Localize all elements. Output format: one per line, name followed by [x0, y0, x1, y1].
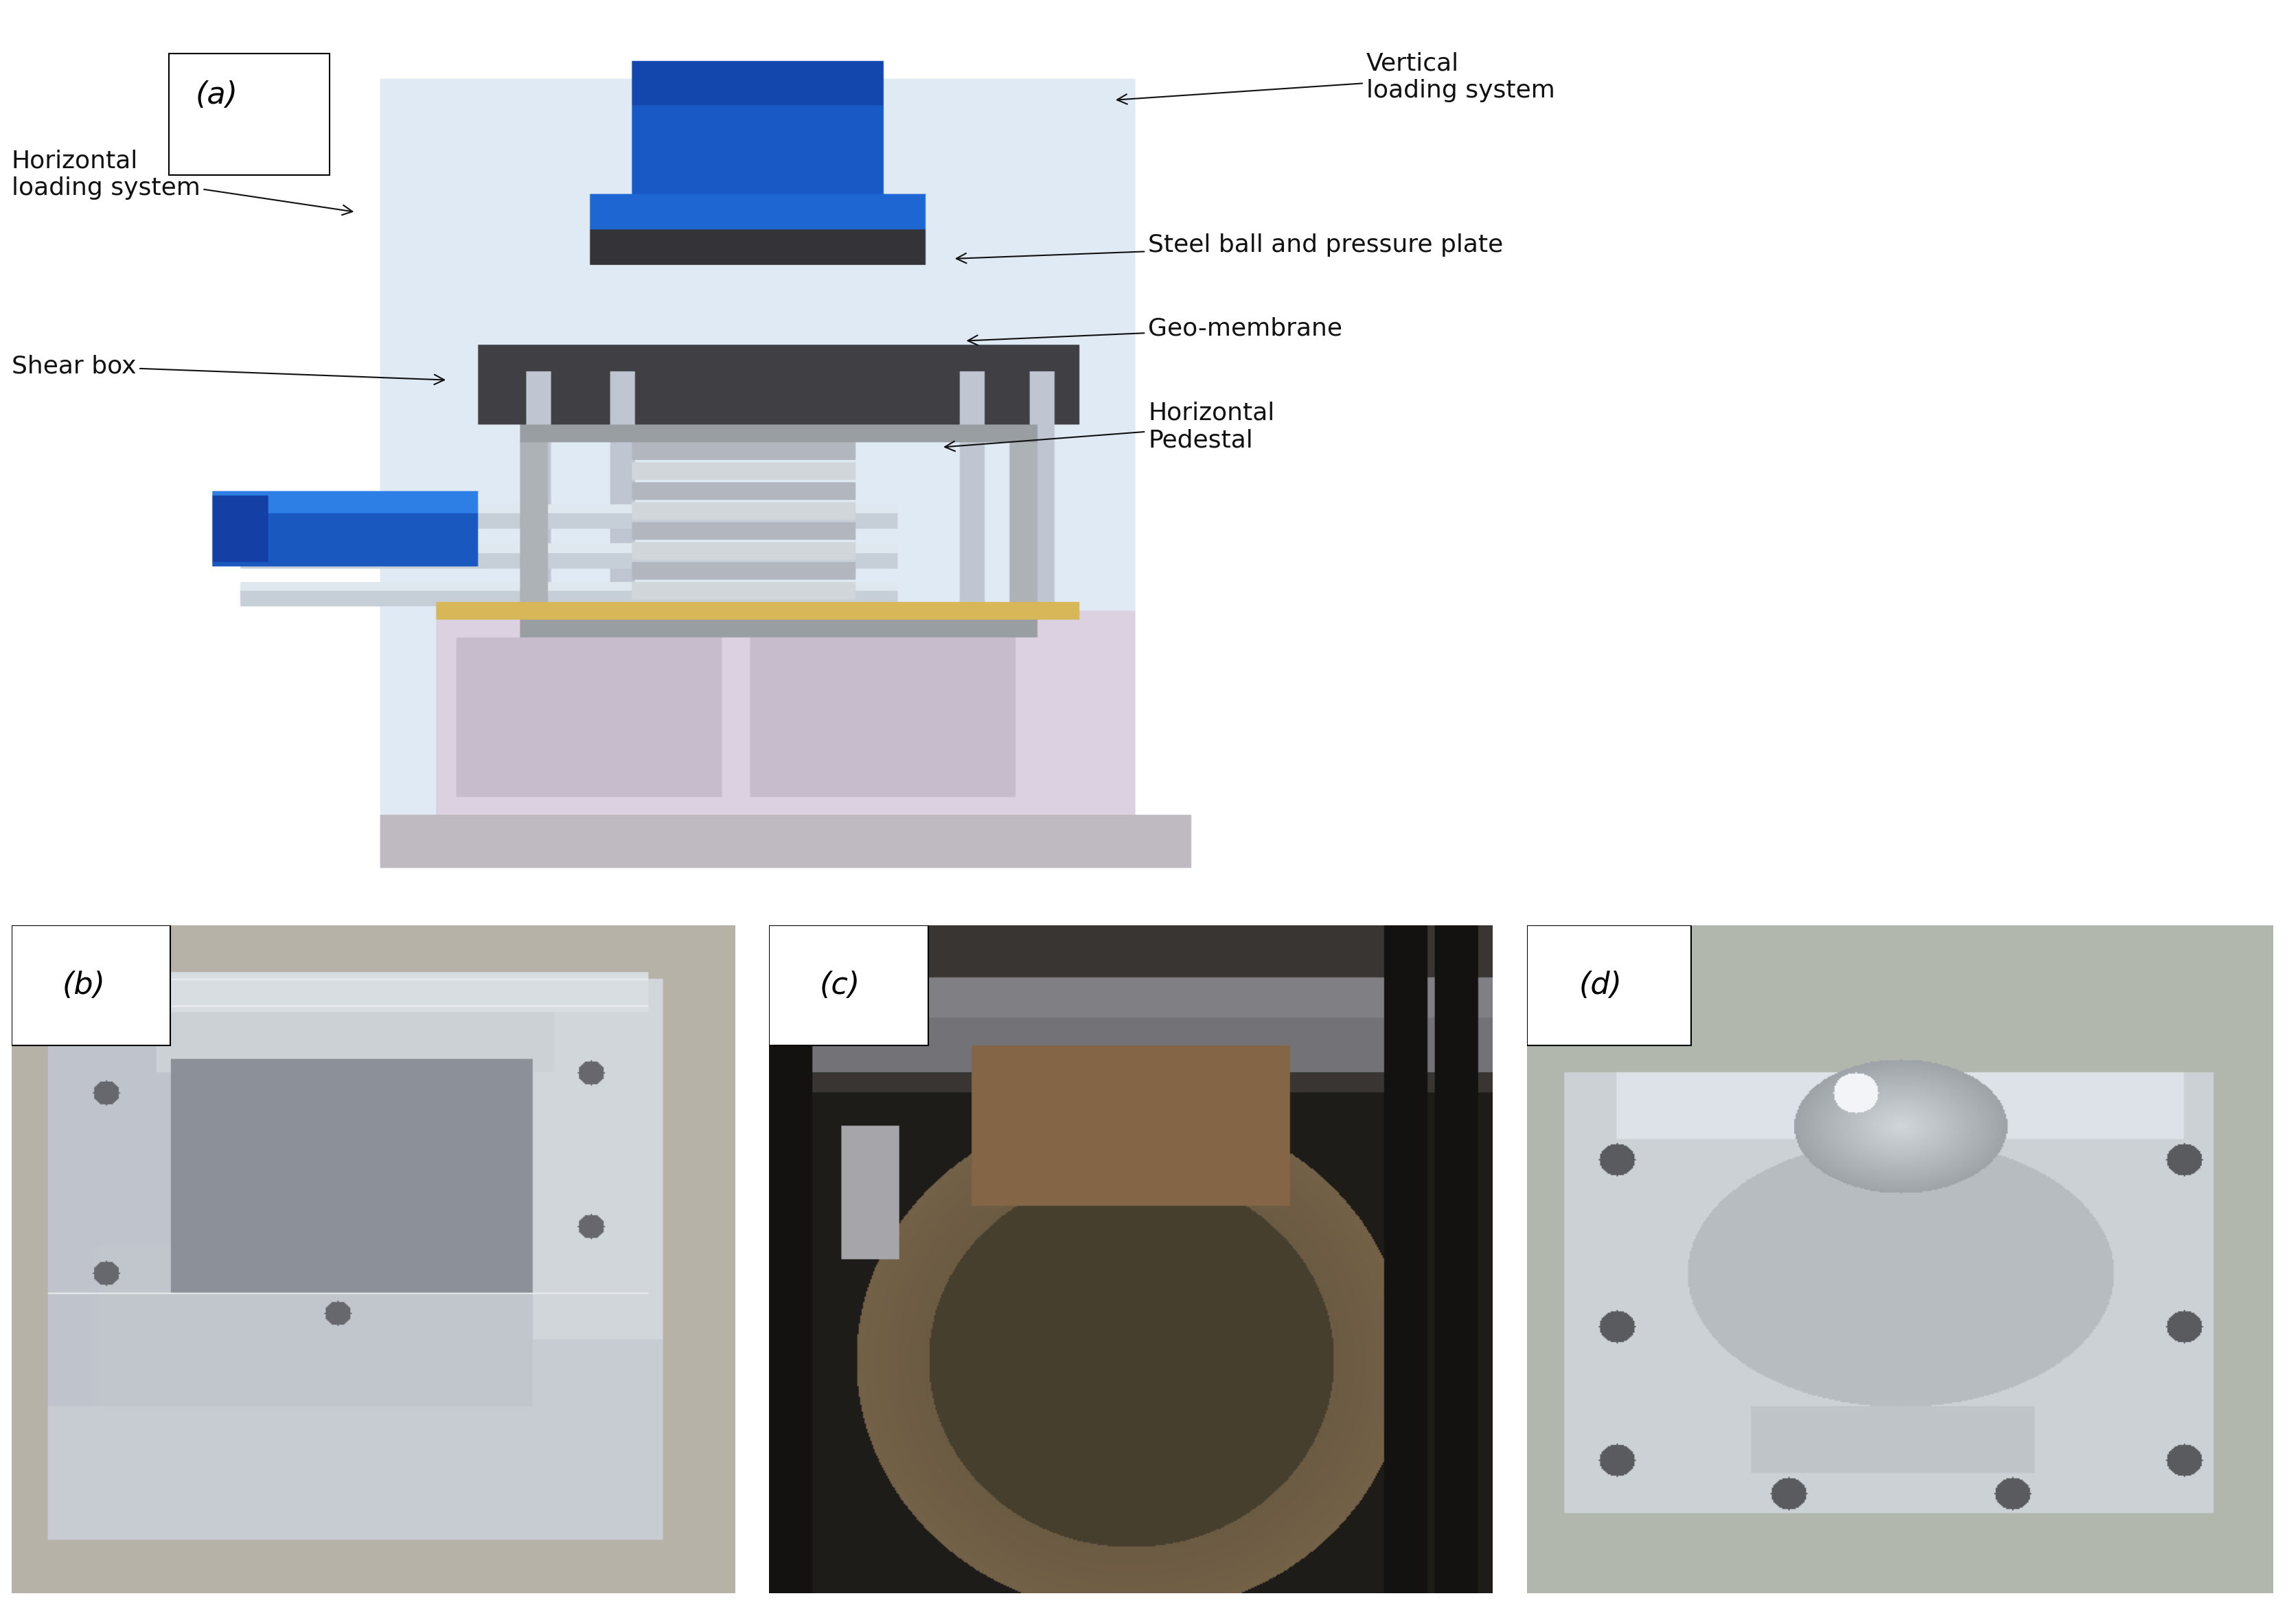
Bar: [11, 925, 170, 1046]
Text: (b): (b): [62, 970, 106, 1001]
Bar: [769, 925, 928, 1046]
Text: Shear box: Shear box: [11, 354, 443, 385]
Text: Horizontal
loading system: Horizontal loading system: [11, 150, 351, 216]
Text: (a): (a): [195, 80, 239, 109]
Text: Vertical
loading system: Vertical loading system: [1118, 51, 1554, 105]
Text: (c): (c): [820, 970, 861, 1001]
Text: (d): (d): [1580, 970, 1623, 1001]
Bar: [168, 53, 331, 175]
Bar: [1527, 925, 1690, 1046]
Text: Steel ball and pressure plate: Steel ball and pressure plate: [957, 233, 1504, 264]
Text: Horizontal
Pedestal: Horizontal Pedestal: [946, 402, 1274, 452]
Text: Geo-membrane: Geo-membrane: [969, 317, 1343, 346]
